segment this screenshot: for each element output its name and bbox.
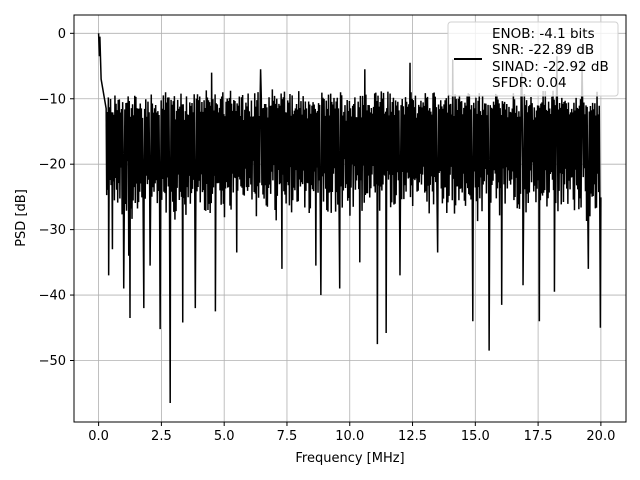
y-axis-ticks: 0 −10 −20 −30 −40 −50 — [39, 27, 74, 369]
y-axis-label: PSD [dB] — [14, 189, 29, 247]
x-tick-label: 20.0 — [586, 429, 615, 444]
legend: ENOB: -4.1 bits SNR: -22.89 dB SINAD: -2… — [447, 21, 619, 97]
x-axis-ticks: 0.0 2.5 5.0 7.5 10.0 12.5 15.0 17.5 20.0 — [88, 422, 615, 444]
psd-series-line — [97, 33, 602, 404]
y-tick-label: 0 — [58, 27, 66, 42]
x-tick-label: 5.0 — [214, 429, 235, 444]
y-tick-label: −30 — [39, 223, 66, 238]
legend-sinad: SINAD: -22.92 dB — [492, 59, 609, 75]
x-tick-label: 10.0 — [335, 429, 364, 444]
x-tick-label: 15.0 — [461, 429, 490, 444]
x-tick-label: 12.5 — [398, 429, 427, 444]
x-tick-label: 17.5 — [524, 429, 553, 444]
series-layer — [97, 33, 602, 404]
y-tick-label: −50 — [39, 354, 66, 369]
x-tick-label: 7.5 — [277, 429, 298, 444]
legend-snr: SNR: -22.89 dB — [492, 42, 594, 58]
legend-entry-series: ENOB: -4.1 bits — [492, 26, 595, 42]
x-tick-label: 0.0 — [88, 429, 109, 444]
x-axis-label: Frequency [MHz] — [295, 451, 404, 466]
legend-sfdr: SFDR: 0.04 — [492, 75, 567, 91]
legend-box — [447, 21, 619, 97]
x-tick-label: 2.5 — [151, 429, 172, 444]
y-tick-label: −10 — [39, 92, 66, 107]
y-tick-label: −40 — [39, 289, 66, 304]
y-tick-label: −20 — [39, 158, 66, 173]
